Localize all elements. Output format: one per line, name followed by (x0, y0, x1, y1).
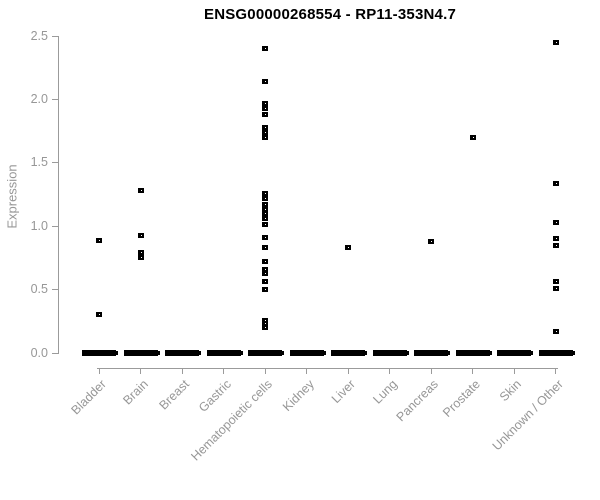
y-tick (52, 162, 58, 164)
data-point (262, 287, 268, 293)
data-point (552, 285, 559, 291)
data-point (262, 190, 268, 196)
y-tick-label: 0.0 (30, 345, 48, 360)
zero-expression-cluster (455, 350, 492, 356)
data-point (552, 328, 559, 334)
y-tick (52, 225, 58, 227)
y-tick-label: 1.5 (30, 155, 48, 170)
y-tick (52, 35, 58, 37)
zero-expression-cluster (289, 350, 326, 356)
zero-expression-cluster (414, 350, 450, 356)
zero-expression-cluster (165, 350, 201, 356)
data-point (552, 180, 559, 186)
x-axis-line (97, 368, 558, 369)
zero-cluster-edge-point (446, 351, 450, 355)
data-point (262, 100, 268, 106)
x-tick (513, 368, 515, 374)
data-point (137, 255, 144, 261)
zero-cluster-edge-point (570, 351, 575, 355)
data-point (96, 312, 102, 318)
x-tick (264, 368, 266, 374)
zero-expression-cluster (331, 350, 367, 356)
zero-cluster-edge-point (280, 351, 284, 355)
zero-cluster-edge-point (155, 351, 160, 355)
y-tick-label: 2.0 (30, 91, 48, 106)
zero-cluster-edge-point (529, 351, 533, 355)
data-point (469, 134, 476, 140)
data-point (262, 134, 268, 140)
zero-cluster-edge-point (363, 351, 367, 355)
data-point (262, 202, 268, 208)
zero-expression-cluster (123, 350, 160, 356)
y-axis-line (58, 36, 59, 354)
x-tick (389, 368, 390, 374)
chart-title: ENSG00000268554 - RP11-353N4.7 (203, 6, 456, 23)
x-tick (430, 368, 432, 374)
data-point (262, 235, 268, 241)
data-point (137, 188, 144, 194)
y-tick (52, 352, 58, 354)
x-tick (181, 368, 183, 374)
data-point (262, 129, 268, 135)
data-point (552, 39, 559, 45)
y-tick (52, 289, 58, 291)
x-tick (98, 368, 100, 374)
data-point (137, 250, 144, 256)
data-point (552, 242, 559, 248)
data-point (262, 325, 268, 331)
y-tick-label: 0.5 (30, 282, 48, 297)
data-point (262, 222, 268, 228)
y-tick-label: 2.5 (30, 28, 48, 43)
zero-expression-cluster (497, 350, 533, 356)
data-point (262, 112, 268, 118)
data-point (552, 219, 559, 225)
data-point (137, 232, 144, 238)
x-tick (472, 368, 473, 374)
zero-expression-cluster (206, 350, 243, 356)
data-point (262, 259, 268, 265)
zero-expression-cluster (248, 350, 284, 356)
data-point (262, 211, 268, 217)
data-point (262, 79, 268, 85)
data-point (96, 237, 102, 243)
x-tick (140, 368, 141, 374)
data-point (428, 238, 434, 244)
data-point (262, 279, 268, 285)
y-tick (52, 98, 58, 100)
zero-cluster-edge-point (487, 351, 492, 355)
zero-expression-cluster (538, 350, 575, 356)
data-point (262, 216, 268, 222)
y-tick-label: 1.0 (30, 218, 48, 233)
x-tick (555, 368, 556, 374)
x-tick (347, 368, 349, 374)
data-point (262, 105, 268, 111)
data-point (552, 279, 559, 285)
x-tick (223, 368, 224, 374)
data-point (262, 195, 268, 201)
data-point (552, 236, 559, 242)
x-tick (306, 368, 307, 374)
zero-cluster-edge-point (404, 351, 409, 355)
zero-cluster-edge-point (238, 351, 243, 355)
data-point (262, 245, 268, 251)
zero-cluster-edge-point (321, 351, 326, 355)
zero-expression-cluster (372, 350, 409, 356)
data-point (262, 124, 268, 130)
zero-expression-cluster (82, 350, 118, 356)
zero-cluster-edge-point (114, 351, 118, 355)
data-point (262, 46, 268, 52)
zero-cluster-edge-point (197, 351, 201, 355)
data-point (262, 270, 268, 276)
data-point (345, 245, 351, 251)
